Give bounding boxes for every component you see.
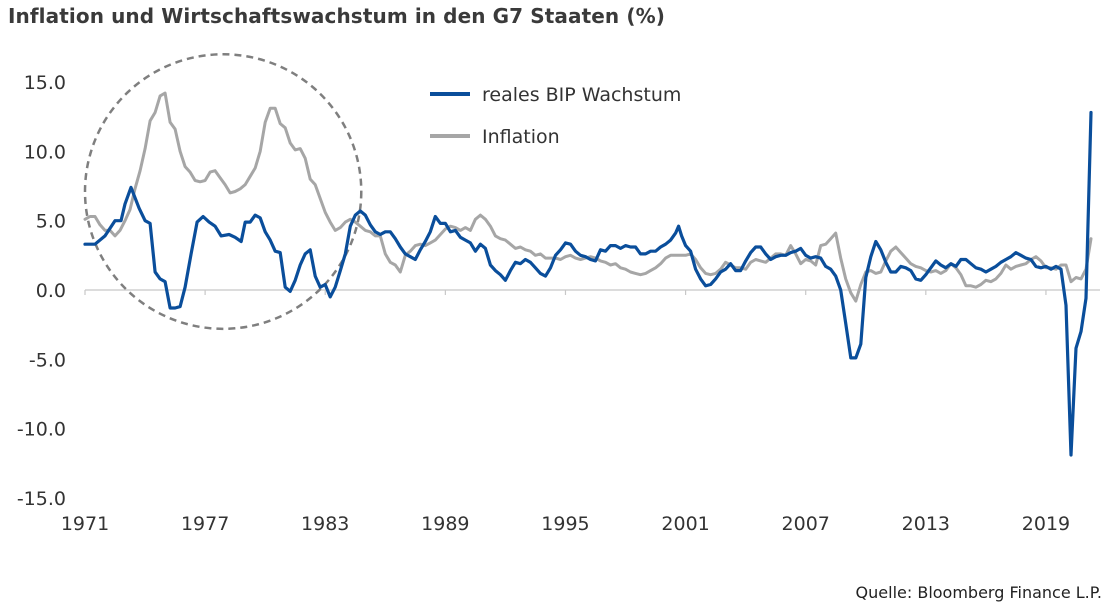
x-tick-label: 2013	[902, 513, 950, 535]
legend-label: reales BIP Wachstum	[482, 84, 681, 106]
y-tick-label: -15.0	[17, 488, 66, 510]
x-tick-label: 1971	[61, 513, 109, 535]
y-tick-label: 5.0	[36, 211, 66, 233]
x-tick-label: 2001	[661, 513, 709, 535]
y-tick-label: 10.0	[24, 141, 66, 163]
annotation-layer	[83, 53, 363, 331]
x-tick-label: 1983	[301, 513, 349, 535]
x-tick-label: 2019	[1022, 513, 1070, 535]
y-tick-label: -10.0	[17, 419, 66, 441]
x-tick-label: 1977	[181, 513, 229, 535]
chart-title: Inflation und Wirtschaftswachstum in den…	[8, 4, 665, 28]
legend-label: Inflation	[482, 126, 560, 148]
axis-layer: 1971 1977 1983 1989 1995 2001 2007 2013 2019 15.0…	[17, 72, 1100, 535]
series-line-reales-bip-wachstum	[83, 110, 1093, 457]
y-tick-label: 15.0	[24, 72, 66, 94]
y-tick-label: -5.0	[29, 349, 66, 371]
highlight-dashed-circle	[83, 53, 363, 331]
x-tick-label: 2007	[782, 513, 830, 535]
source-note: Quelle: Bloomberg Finance L.P.	[855, 583, 1102, 602]
legend: reales BIP Wachstum Inflation	[430, 84, 681, 148]
y-tick-label: 0.0	[36, 280, 66, 302]
series-layer	[83, 91, 1093, 457]
x-tick-label: 1995	[541, 513, 589, 535]
x-tick-label: 1989	[421, 513, 469, 535]
series-line-inflation	[83, 91, 1093, 303]
